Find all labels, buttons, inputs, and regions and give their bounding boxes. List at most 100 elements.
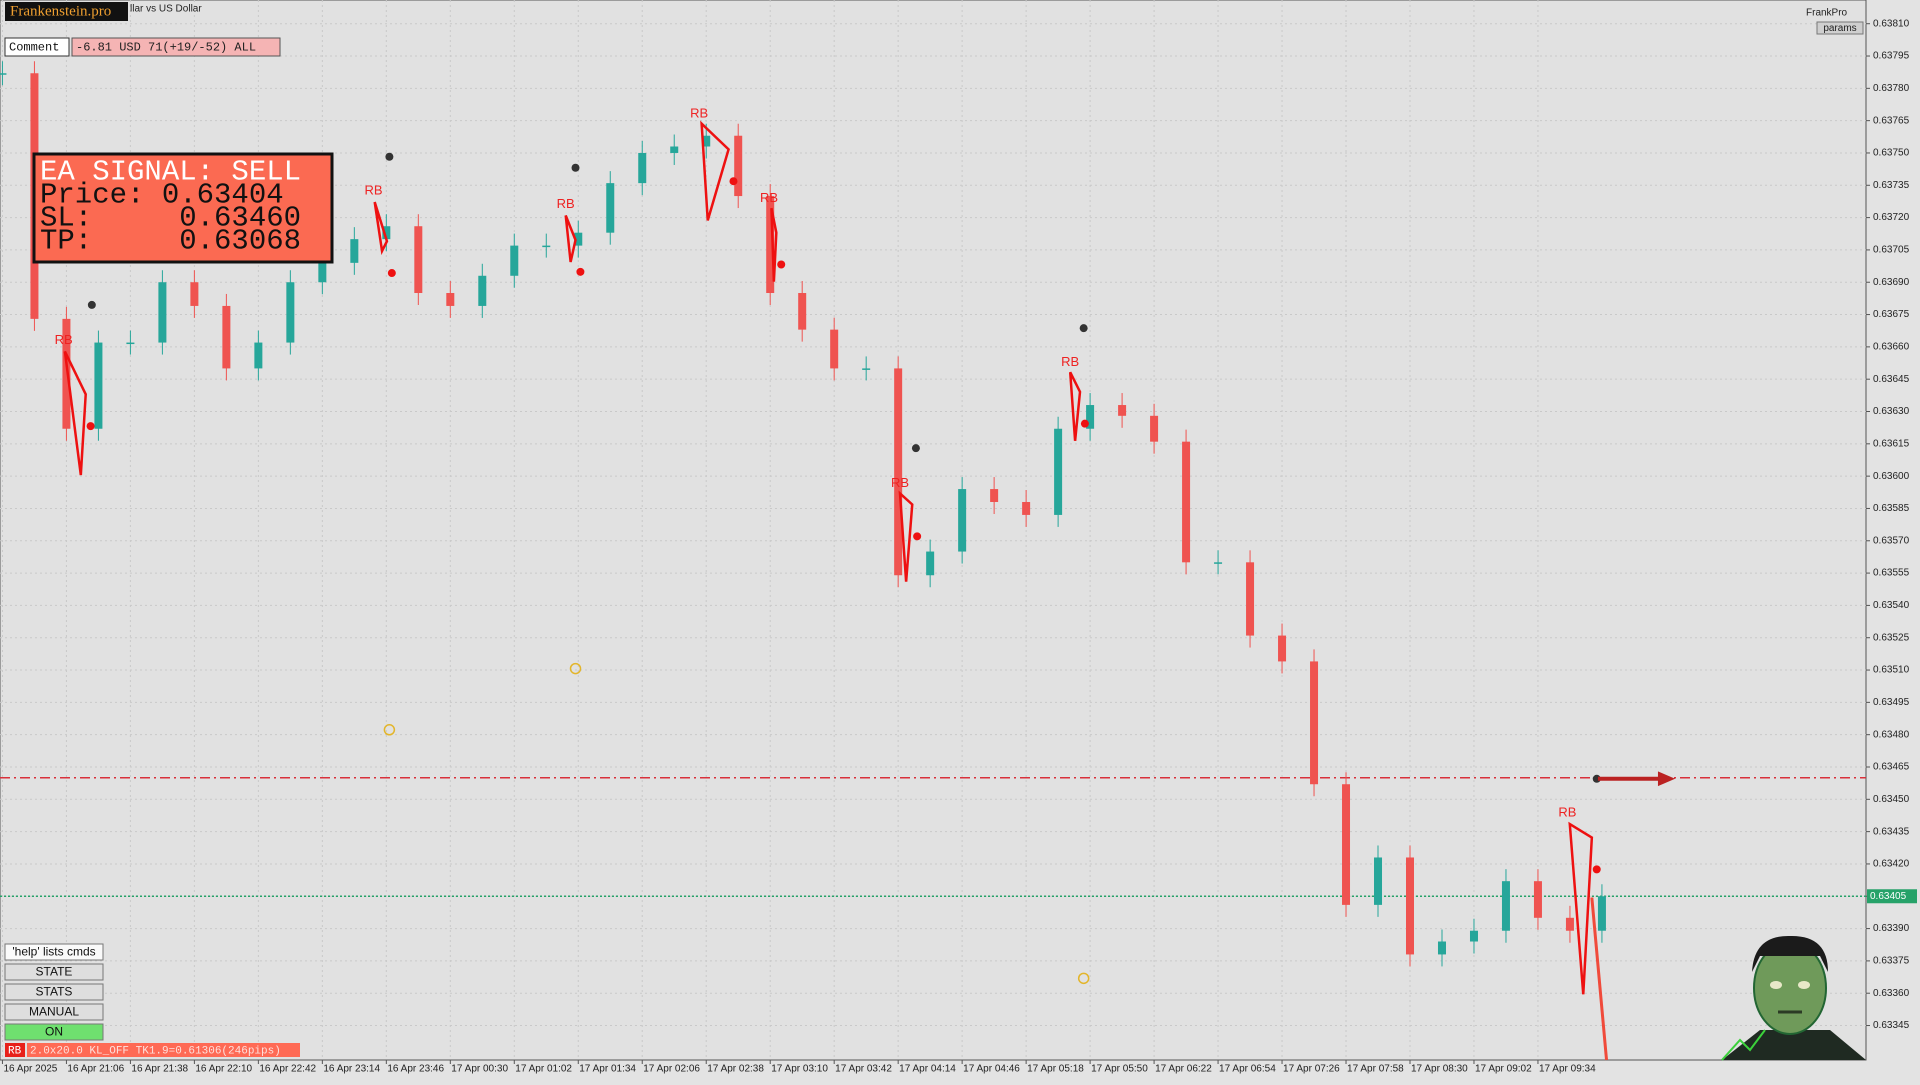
candle xyxy=(830,329,839,369)
x-tick-label: 17 Apr 03:42 xyxy=(835,1064,892,1075)
manual-label[interactable]: MANUAL xyxy=(29,1005,79,1019)
y-tick-label: 0.63810 xyxy=(1873,18,1910,29)
rb-label: RB xyxy=(891,475,909,490)
candle xyxy=(1374,857,1383,905)
comment-value-box xyxy=(71,37,281,57)
candle xyxy=(446,293,455,306)
candle xyxy=(926,551,935,576)
candle xyxy=(702,135,711,147)
stats-button[interactable] xyxy=(4,983,104,1001)
rb-dot xyxy=(1080,419,1089,428)
candle xyxy=(478,275,487,306)
comment-value: -6.81 USD 71(+19/-52) ALL xyxy=(76,41,256,55)
state-label[interactable]: STATE xyxy=(36,965,73,979)
rb-label: RB xyxy=(557,196,575,211)
rb-shape xyxy=(770,207,778,282)
skull-icon xyxy=(385,152,394,161)
x-tick-label: 17 Apr 01:34 xyxy=(579,1064,636,1075)
params-label[interactable]: params xyxy=(1823,23,1856,34)
candle xyxy=(1565,917,1574,931)
x-tick-label: 17 Apr 05:18 xyxy=(1027,1064,1084,1075)
candle xyxy=(1597,896,1606,931)
y-tick-label: 0.63720 xyxy=(1873,212,1910,223)
candle xyxy=(1118,405,1127,416)
y-tick-label: 0.63525 xyxy=(1873,632,1910,643)
rb-dot xyxy=(1592,865,1601,874)
rb-dot xyxy=(576,267,585,276)
candle xyxy=(734,135,743,197)
y-tick-label: 0.63735 xyxy=(1873,180,1910,191)
signal-line: Price: 0.63404 xyxy=(40,179,284,212)
stats-label[interactable]: STATS xyxy=(36,985,73,999)
x-tick-label: 16 Apr 23:46 xyxy=(387,1064,444,1075)
candle xyxy=(1246,562,1255,636)
rb-shape xyxy=(63,350,87,476)
on-button[interactable] xyxy=(4,1023,104,1041)
y-tick-label: 0.63780 xyxy=(1873,83,1910,94)
help-button[interactable] xyxy=(4,943,104,961)
candle xyxy=(0,73,7,75)
candle xyxy=(862,368,871,370)
y-tick-label: 0.63615 xyxy=(1873,438,1910,449)
candle xyxy=(542,245,551,248)
skull-icon xyxy=(911,444,920,453)
rb-dot xyxy=(777,260,786,269)
rb-dot xyxy=(913,532,922,541)
candle xyxy=(190,282,199,306)
price-label-box xyxy=(1867,889,1917,904)
candle xyxy=(158,282,167,343)
y-tick-label: 0.63435 xyxy=(1873,826,1910,837)
brand-box xyxy=(5,2,128,21)
status-tag-box xyxy=(5,1043,25,1057)
y-tick-label: 0.63420 xyxy=(1873,859,1910,870)
x-tick-label: 17 Apr 07:26 xyxy=(1283,1064,1340,1075)
smiley-icon xyxy=(569,662,582,675)
x-tick-label: 17 Apr 02:06 xyxy=(643,1064,700,1075)
candle xyxy=(1533,881,1542,918)
candle xyxy=(1501,881,1510,931)
candle xyxy=(222,305,231,369)
candle xyxy=(670,146,679,153)
rb-label: RB xyxy=(690,105,708,120)
x-tick-label: 17 Apr 03:10 xyxy=(771,1064,828,1075)
rb-label: RB xyxy=(364,182,382,197)
state-button[interactable] xyxy=(4,963,104,981)
help-label[interactable]: 'help' lists cmds xyxy=(12,945,95,959)
x-tick-label: 17 Apr 05:50 xyxy=(1091,1064,1148,1075)
rb-shape xyxy=(700,120,730,221)
status-text: 2.0x20.0 KL_OFF TK1.9=0.61306(246pips) xyxy=(30,1045,281,1057)
candle xyxy=(1022,501,1031,515)
y-tick-label: 0.63390 xyxy=(1873,923,1910,934)
y-tick-label: 0.63360 xyxy=(1873,988,1910,999)
candle xyxy=(1310,661,1319,785)
manual-button[interactable] xyxy=(4,1003,104,1021)
x-tick-label: 16 Apr 23:14 xyxy=(323,1064,380,1075)
rb-dot xyxy=(729,177,738,186)
skull-icon xyxy=(87,300,96,309)
y-tick-label: 0.63750 xyxy=(1873,148,1910,159)
y-tick-label: 0.63510 xyxy=(1873,665,1910,676)
x-tick-label: 16 Apr 21:38 xyxy=(131,1064,188,1075)
y-tick-label: 0.63375 xyxy=(1873,956,1910,967)
rb-label: RB xyxy=(1061,354,1079,369)
y-tick-label: 0.63645 xyxy=(1873,374,1910,385)
candle xyxy=(254,342,263,369)
x-tick-label: 17 Apr 01:02 xyxy=(515,1064,572,1075)
on-label[interactable]: ON xyxy=(45,1025,63,1039)
candle xyxy=(1214,562,1223,564)
candle xyxy=(62,318,71,429)
skull-icon xyxy=(571,163,580,172)
candle xyxy=(510,245,519,276)
rb-label: RB xyxy=(55,332,73,347)
x-tick-label: 17 Apr 06:22 xyxy=(1155,1064,1212,1075)
candle xyxy=(1469,930,1478,942)
y-tick-label: 0.63495 xyxy=(1873,697,1910,708)
x-tick-label: 17 Apr 07:58 xyxy=(1347,1064,1404,1075)
y-tick-label: 0.63345 xyxy=(1873,1020,1910,1031)
params-button[interactable] xyxy=(1816,21,1864,35)
x-tick-label: 17 Apr 04:46 xyxy=(963,1064,1020,1075)
rb-label: RB xyxy=(760,190,778,205)
candle xyxy=(94,342,103,429)
